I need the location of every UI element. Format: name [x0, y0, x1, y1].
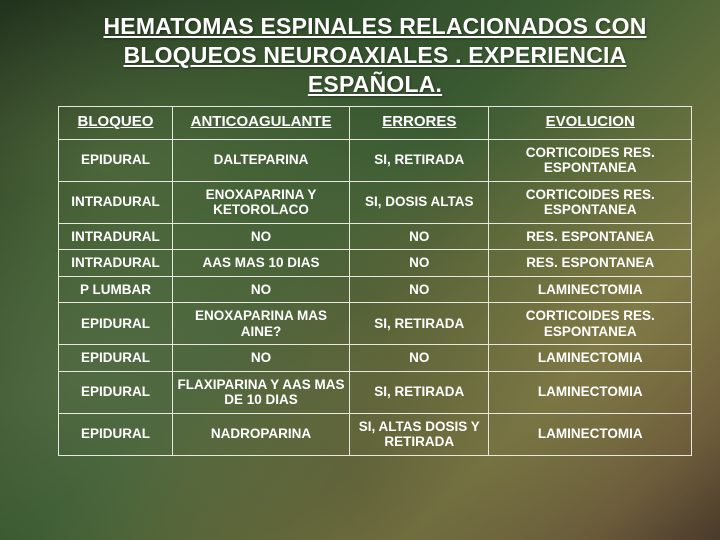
table-row: INTRADURAL NO NO RES. ESPONTANEA [59, 223, 692, 250]
data-table: BLOQUEO ANTICOAGULANTE ERRORES EVOLUCION… [58, 106, 692, 455]
cell-anticoagulante: ENOXAPARINA Y KETOROLACO [172, 181, 349, 223]
cell-evolucion: LAMINECTOMIA [489, 413, 692, 455]
cell-bloqueo: EPIDURAL [59, 371, 173, 413]
table-row: EPIDURAL NADROPARINA SI, ALTAS DOSIS Y R… [59, 413, 692, 455]
cell-evolucion: RES. ESPONTANEA [489, 223, 692, 250]
table-row: EPIDURAL DALTEPARINA SI, RETIRADA CORTIC… [59, 139, 692, 181]
cell-bloqueo: EPIDURAL [59, 413, 173, 455]
cell-evolucion: LAMINECTOMIA [489, 276, 692, 303]
col-header-bloqueo: BLOQUEO [59, 107, 173, 139]
cell-evolucion: LAMINECTOMIA [489, 371, 692, 413]
col-header-errores: ERRORES [350, 107, 489, 139]
cell-bloqueo: INTRADURAL [59, 223, 173, 250]
table-body: EPIDURAL DALTEPARINA SI, RETIRADA CORTIC… [59, 139, 692, 455]
cell-bloqueo: P LUMBAR [59, 276, 173, 303]
cell-bloqueo: INTRADURAL [59, 250, 173, 277]
table-header-row: BLOQUEO ANTICOAGULANTE ERRORES EVOLUCION [59, 107, 692, 139]
cell-evolucion: CORTICOIDES RES. ESPONTANEA [489, 303, 692, 345]
table-row: INTRADURAL ENOXAPARINA Y KETOROLACO SI, … [59, 181, 692, 223]
cell-anticoagulante: DALTEPARINA [172, 139, 349, 181]
cell-anticoagulante: NO [172, 345, 349, 372]
cell-evolucion: LAMINECTOMIA [489, 345, 692, 372]
cell-errores: NO [350, 276, 489, 303]
page-title: HEMATOMAS ESPINALES RELACIONADOS CON BLO… [58, 12, 692, 98]
table-row: INTRADURAL AAS MAS 10 DIAS NO RES. ESPON… [59, 250, 692, 277]
cell-errores: SI, RETIRADA [350, 303, 489, 345]
cell-errores: NO [350, 345, 489, 372]
col-header-anticoagulante: ANTICOAGULANTE [172, 107, 349, 139]
table-row: EPIDURAL NO NO LAMINECTOMIA [59, 345, 692, 372]
table-row: EPIDURAL FLAXIPARINA Y AAS MAS DE 10 DIA… [59, 371, 692, 413]
cell-errores: SI, RETIRADA [350, 371, 489, 413]
table-row: EPIDURAL ENOXAPARINA MAS AINE? SI, RETIR… [59, 303, 692, 345]
cell-evolucion: CORTICOIDES RES. ESPONTANEA [489, 181, 692, 223]
cell-errores: NO [350, 223, 489, 250]
table-row: P LUMBAR NO NO LAMINECTOMIA [59, 276, 692, 303]
cell-bloqueo: EPIDURAL [59, 139, 173, 181]
cell-anticoagulante: NO [172, 223, 349, 250]
cell-anticoagulante: ENOXAPARINA MAS AINE? [172, 303, 349, 345]
col-header-evolucion: EVOLUCION [489, 107, 692, 139]
cell-errores: SI, ALTAS DOSIS Y RETIRADA [350, 413, 489, 455]
cell-anticoagulante: FLAXIPARINA Y AAS MAS DE 10 DIAS [172, 371, 349, 413]
cell-anticoagulante: NO [172, 276, 349, 303]
cell-bloqueo: EPIDURAL [59, 345, 173, 372]
cell-anticoagulante: NADROPARINA [172, 413, 349, 455]
cell-errores: SI, DOSIS ALTAS [350, 181, 489, 223]
cell-bloqueo: EPIDURAL [59, 303, 173, 345]
cell-evolucion: RES. ESPONTANEA [489, 250, 692, 277]
cell-anticoagulante: AAS MAS 10 DIAS [172, 250, 349, 277]
cell-errores: SI, RETIRADA [350, 139, 489, 181]
cell-bloqueo: INTRADURAL [59, 181, 173, 223]
cell-errores: NO [350, 250, 489, 277]
cell-evolucion: CORTICOIDES RES. ESPONTANEA [489, 139, 692, 181]
